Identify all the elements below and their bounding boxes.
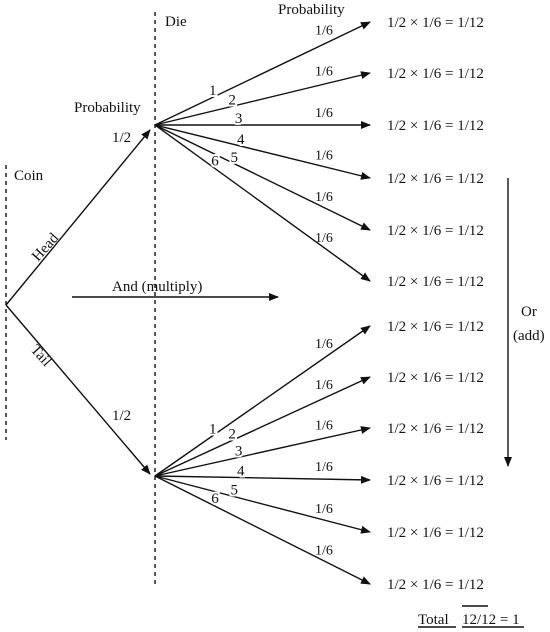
tail-outcome-5: 1/2 × 1/6 = 1/12 [387, 525, 484, 541]
head-outcome-1: 1/2 × 1/6 = 1/12 [387, 15, 484, 31]
head-die-probability-4: 1/6 [315, 148, 333, 163]
and-multiply-label: And (multiply) [112, 279, 202, 295]
head-label: Head [29, 230, 62, 265]
tail-branch [5, 304, 151, 475]
head-die-probability-1: 1/6 [315, 24, 333, 39]
tail-outcome-1: 1/2 × 1/6 = 1/12 [387, 319, 484, 335]
tail-die-branch-2 [154, 376, 371, 477]
head-die-probability-5: 1/6 [315, 190, 333, 205]
head-outcome-3: 1/2 × 1/6 = 1/12 [387, 118, 484, 134]
head-branch [5, 129, 151, 306]
tail-die-branch-1 [154, 325, 371, 477]
tail-outcome-4: 1/2 × 1/6 = 1/12 [387, 473, 484, 489]
total-label: Total [418, 612, 449, 628]
head-face-label-3: 3 [235, 111, 243, 127]
or-label: Or [521, 304, 537, 320]
tail-die-branch-5 [154, 475, 371, 534]
total-value: 12/12 = 1 [462, 612, 520, 628]
head-outcome-4: 1/2 × 1/6 = 1/12 [387, 171, 484, 187]
die-label: Die [165, 14, 187, 30]
tail-face-label-2: 2 [228, 426, 236, 442]
head-outcome-5: 1/2 × 1/6 = 1/12 [387, 223, 484, 239]
head-face-label-2: 2 [228, 92, 236, 108]
tail-outcome-3: 1/2 × 1/6 = 1/12 [387, 421, 484, 437]
head-face-label-4: 4 [237, 132, 245, 148]
die-branches: 1 1/6 1/2 × 1/6 = 1/12 2 1/6 1/2 × 1/6 = 1/12… [154, 15, 484, 593]
add-label: (add) [513, 328, 545, 344]
head-die-probability-2: 1/6 [315, 64, 333, 79]
head-outcome-2: 1/2 × 1/6 = 1/12 [387, 66, 484, 82]
head-face-label-5: 5 [231, 150, 239, 166]
head-die-probability-3: 1/6 [315, 106, 333, 121]
tail-die-probability-2: 1/6 [315, 378, 333, 393]
head-die-branch-5 [154, 124, 371, 231]
head-probability: 1/2 [112, 130, 131, 146]
head-outcome-6: 1/2 × 1/6 = 1/12 [387, 274, 484, 290]
tail-face-label-6: 6 [211, 491, 219, 507]
tail-die-branch-3 [154, 426, 371, 477]
head-die-branch-2 [154, 71, 371, 126]
coin-label: Coin [14, 168, 44, 184]
head-die-branch-1 [154, 21, 371, 126]
tail-label: Tail [27, 342, 54, 370]
tail-die-branch-6 [154, 475, 371, 585]
head-face-label-1: 1 [209, 83, 217, 99]
tail-outcome-6: 1/2 × 1/6 = 1/12 [387, 577, 484, 593]
tail-probability: 1/2 [112, 408, 131, 424]
tail-die-probability-6: 1/6 [315, 543, 333, 558]
tail-die-probability-1: 1/6 [315, 337, 333, 352]
head-die-branch-6 [154, 124, 371, 282]
tail-face-label-3: 3 [235, 443, 243, 459]
tail-face-label-4: 4 [237, 464, 245, 480]
tail-outcome-2: 1/2 × 1/6 = 1/12 [387, 370, 484, 386]
tail-face-label-1: 1 [209, 422, 217, 438]
head-die-branch-4 [154, 124, 371, 180]
tail-face-label-5: 5 [231, 483, 239, 499]
probability-header: Probability [278, 2, 345, 18]
head-face-label-6: 6 [211, 154, 219, 170]
tail-die-probability-3: 1/6 [315, 419, 333, 434]
tail-die-branch-4 [154, 475, 371, 484]
tail-die-probability-5: 1/6 [315, 502, 333, 517]
tail-die-probability-4: 1/6 [315, 460, 333, 475]
die-probability-label: Probability [74, 100, 141, 116]
head-die-probability-6: 1/6 [315, 231, 333, 246]
